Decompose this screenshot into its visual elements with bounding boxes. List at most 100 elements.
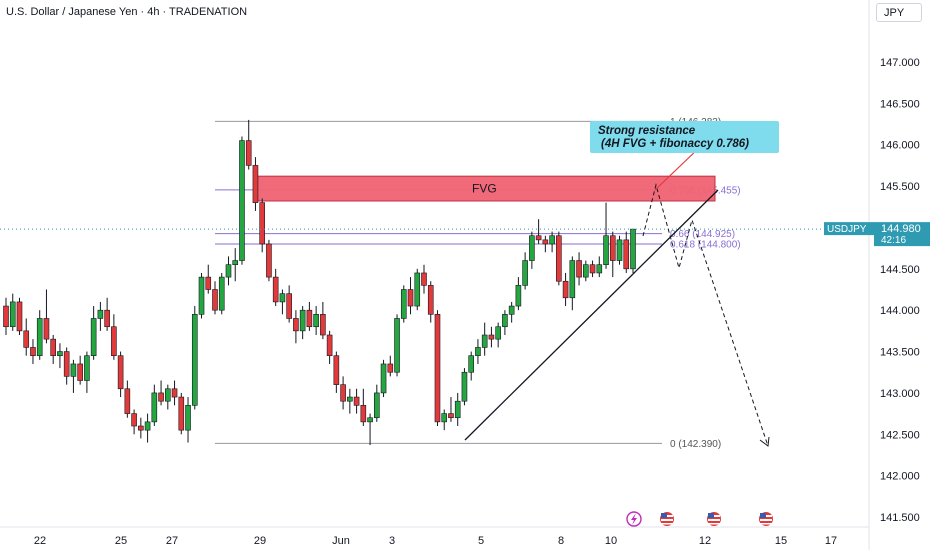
price-axis[interactable]: 147.000146.500146.000145.500145.000144.5… — [880, 57, 920, 524]
candle — [158, 380, 164, 406]
us-flag-icon[interactable] — [707, 512, 721, 526]
time-tick-label: 8 — [558, 535, 564, 547]
time-tick-label: 29 — [254, 535, 266, 547]
time-tick-label: 5 — [478, 535, 484, 547]
candle — [43, 289, 50, 344]
candle — [535, 219, 542, 245]
callout-pointer — [654, 146, 701, 191]
candle — [205, 264, 212, 294]
candle — [400, 285, 407, 323]
candle — [569, 256, 576, 311]
time-axis[interactable]: 22 25 27 29 Jun 3 5 8 10 12 15 17 — [34, 535, 837, 547]
candle — [117, 351, 124, 398]
candle — [461, 368, 468, 406]
candle — [596, 256, 603, 278]
candle — [70, 359, 77, 393]
candle — [340, 376, 346, 410]
candle — [131, 409, 137, 435]
price-tick-label: 146.500 — [880, 98, 920, 110]
candle — [259, 198, 265, 253]
projection-arrowhead — [759, 436, 770, 447]
candle — [454, 392, 461, 427]
callout-line2: (4H FVG + fibonaccy 0.786) — [601, 138, 749, 150]
time-tick-label: 22 — [34, 535, 46, 547]
candle — [603, 202, 609, 269]
candle — [232, 248, 239, 282]
candle — [623, 231, 630, 273]
price-tag-countdown: 42:16 — [881, 235, 906, 246]
price-tick-label: 143.000 — [880, 388, 920, 400]
candle — [630, 228, 636, 273]
fibonacci-retracement[interactable]: 1 (146.283)0.786 (145.455)0.66 (144.925)… — [215, 117, 741, 450]
chart-title: U.S. Dollar / Japanese Yen · 4h · TRADEN… — [6, 6, 248, 18]
candle — [286, 285, 292, 323]
candle — [171, 380, 178, 406]
us-flag-icon[interactable] — [660, 512, 674, 526]
candle — [104, 297, 110, 331]
candle — [522, 252, 528, 290]
candle — [320, 301, 326, 340]
price-tick-label: 144.000 — [880, 305, 920, 317]
candle — [138, 417, 144, 439]
projection-path[interactable] — [642, 183, 769, 447]
candle — [502, 310, 508, 336]
price-tick-label: 142.000 — [880, 471, 920, 483]
price-tick-label: 144.500 — [880, 264, 920, 276]
price-tick-label: 146.000 — [880, 140, 920, 152]
candle — [36, 310, 43, 360]
candle — [488, 326, 495, 348]
candle — [90, 306, 97, 360]
callout-line1: Strong resistance — [598, 125, 696, 137]
candle — [414, 268, 421, 311]
candle — [549, 231, 555, 253]
ascending-trendline[interactable] — [464, 189, 719, 441]
candle — [97, 301, 104, 331]
time-tick-label: 15 — [775, 535, 787, 547]
candlestick-series — [3, 119, 636, 446]
candle — [367, 413, 373, 446]
time-tick-label: 27 — [166, 535, 178, 547]
candle — [225, 256, 232, 286]
candle — [468, 351, 474, 381]
time-tick-label: 3 — [389, 535, 395, 547]
candle — [63, 347, 70, 385]
fib-level-label: 0.618 (144.800) — [670, 240, 741, 251]
candle — [434, 310, 441, 427]
candle — [508, 301, 515, 323]
us-flag-icon[interactable] — [759, 512, 773, 526]
candle — [441, 409, 448, 431]
candle — [407, 277, 414, 315]
candle — [30, 339, 36, 364]
candle — [185, 397, 191, 443]
candle — [427, 281, 434, 323]
candle — [360, 388, 367, 427]
candle — [299, 306, 306, 340]
candle — [583, 260, 589, 282]
candle — [589, 260, 596, 278]
candle — [556, 231, 562, 286]
candle — [421, 264, 427, 294]
price-tick-label: 141.500 — [880, 512, 920, 524]
current-price-tag: USDJPY 144.980 42:16 — [824, 222, 930, 247]
currency-button[interactable]: JPY — [876, 3, 922, 22]
time-tick-label: 25 — [115, 535, 127, 547]
candle — [279, 289, 286, 315]
price-tick-label: 147.000 — [880, 57, 920, 69]
candle — [245, 119, 252, 170]
lightning-icon[interactable] — [626, 511, 642, 527]
candle — [333, 351, 340, 393]
callout-box[interactable] — [590, 121, 779, 153]
candle — [198, 272, 205, 319]
candle — [191, 306, 198, 410]
candle — [515, 277, 522, 311]
candle — [77, 355, 83, 385]
event-icons[interactable] — [626, 511, 773, 527]
candle — [529, 231, 535, 269]
fib-level-label: 0.66 (144.925) — [670, 229, 735, 240]
candle — [165, 384, 171, 410]
time-tick-label: 12 — [699, 535, 711, 547]
price-tag-value: 144.980 — [881, 223, 921, 235]
candle — [111, 314, 117, 360]
candle — [178, 392, 185, 435]
